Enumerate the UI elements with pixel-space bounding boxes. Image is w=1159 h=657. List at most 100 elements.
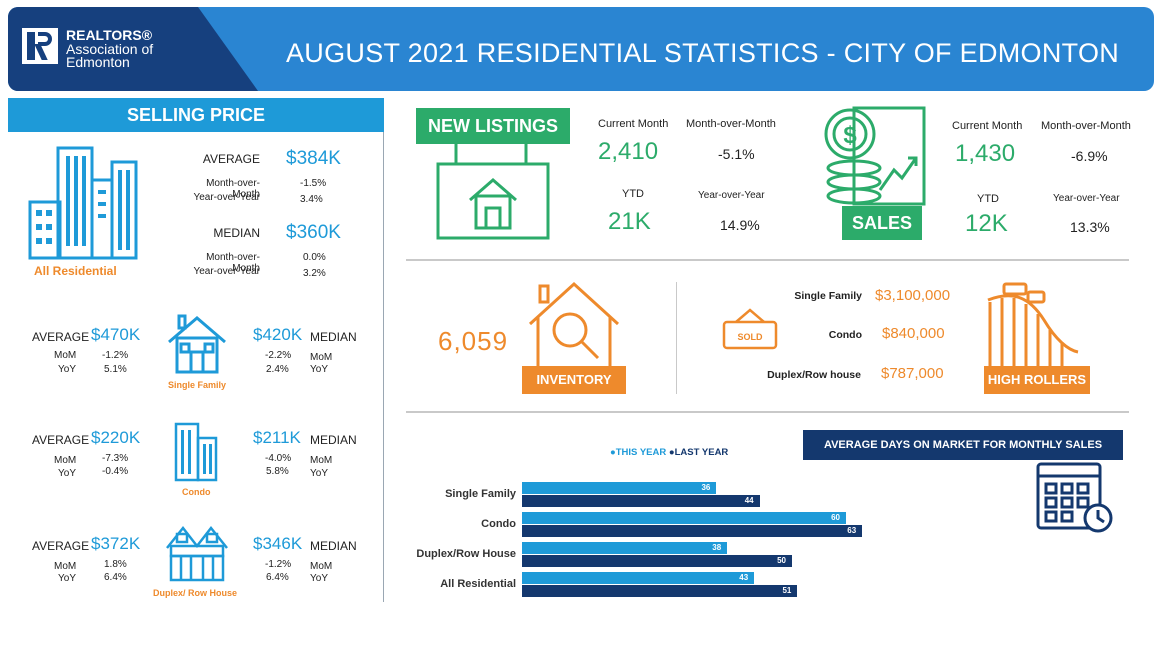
sf-median-value: $420K — [253, 325, 303, 344]
bar-value-label: 38 — [712, 543, 722, 552]
category-label: Single Family — [445, 488, 516, 500]
duplex-yoy-label: YoY — [58, 573, 76, 584]
nl-current-month-value: 2,410 — [598, 138, 659, 165]
duplex-med-mom: -1.2% — [265, 559, 292, 570]
condo-average-label: AVERAGE — [32, 433, 90, 447]
all-residential-label: All Residential — [34, 264, 117, 278]
ar-average-value: $384K — [286, 148, 341, 169]
inventory-divider — [676, 282, 677, 394]
nl-ytd-label: YTD — [622, 188, 644, 200]
bar-this-year — [522, 542, 728, 554]
duplex-median-value: $346K — [253, 534, 303, 553]
condo-med-yoy-label: YoY — [310, 468, 328, 479]
ar-avg-mom-value: -1.5% — [300, 178, 327, 189]
logo-line-2: Association of — [66, 41, 154, 57]
hr-price-3: $787,000 — [881, 365, 944, 382]
condo-med-yoy: 5.8% — [266, 466, 289, 477]
hr-type-1: Single Family — [794, 290, 862, 302]
sf-yoy-label: YoY — [58, 364, 76, 375]
divider-middle — [406, 411, 1129, 413]
sf-type-label: Single Family — [168, 380, 227, 390]
duplex-avg-mom: 1.8% — [104, 559, 127, 570]
condo-med-mom: -4.0% — [265, 453, 292, 464]
bar-value-label: 36 — [701, 483, 711, 492]
apartment-buildings-icon — [28, 146, 138, 260]
duplex-med-yoy-label: YoY — [310, 573, 328, 584]
condo-yoy-label: YoY — [58, 468, 76, 479]
ar-avg-mom-label: Month-over-Month — [206, 178, 260, 200]
sales-current-month-label: Current Month — [952, 120, 1023, 132]
sf-avg-mom: -1.2% — [102, 350, 129, 361]
duplex-med-mom-label: MoM — [310, 561, 333, 572]
bar-value-label: 51 — [782, 586, 792, 595]
sold-sign-text: SOLD — [737, 332, 763, 342]
sf-med-yoy: 2.4% — [266, 364, 289, 375]
hr-price-1: $3,100,000 — [875, 287, 951, 304]
listing-sign-icon — [436, 144, 550, 240]
single-family-house-icon — [168, 314, 226, 374]
condo-type-label: Condo — [182, 487, 211, 497]
sales-yoy-value: 13.3% — [1070, 219, 1110, 235]
sales-yoy-label: Year-over-Year — [1053, 193, 1120, 204]
realtors-logo-icon — [22, 28, 58, 64]
condo-med-mom-label: MoM — [310, 455, 333, 466]
ar-med-yoy-label: Year-over-Year — [193, 266, 260, 277]
high-rollers-label: HIGH ROLLERS — [984, 366, 1090, 394]
ar-median-label: MEDIAN — [213, 226, 260, 240]
duplex-mom-label: MoM — [54, 561, 77, 572]
bar-last-year — [522, 525, 863, 537]
condo-avg-yoy: -0.4% — [102, 466, 129, 477]
sf-average-label: AVERAGE — [32, 330, 90, 344]
duplex-type-label: Duplex/ Row House — [153, 588, 238, 598]
bar-value-label: 50 — [777, 556, 786, 565]
bar-this-year — [522, 512, 846, 524]
divider-top — [406, 259, 1129, 261]
duplex-med-yoy: 6.4% — [266, 572, 289, 583]
sales-ytd-value: 12K — [965, 210, 1008, 237]
selling-price-heading: SELLING PRICE — [8, 98, 384, 132]
sf-average-value: $470K — [91, 325, 141, 344]
roller-coaster-icon — [987, 282, 1079, 366]
duplex-median-label: MEDIAN — [310, 539, 357, 553]
ar-average-label: AVERAGE — [202, 152, 260, 166]
house-search-icon — [528, 281, 620, 368]
selling-price-divider — [383, 132, 384, 602]
sf-median-label: MEDIAN — [310, 330, 357, 344]
page-title: AUGUST 2021 RESIDENTIAL STATISTICS - CIT… — [286, 38, 1120, 68]
category-label: All Residential — [440, 578, 516, 590]
bar-last-year — [522, 555, 792, 567]
condo-median-value: $211K — [253, 428, 301, 447]
condo-average-value: $220K — [91, 428, 141, 447]
inventory-label: INVENTORY — [522, 366, 626, 394]
condo-median-label: MEDIAN — [310, 433, 357, 447]
sales-mom-label: Month-over-Month — [1041, 120, 1131, 132]
new-listings-heading: NEW LISTINGS — [416, 108, 570, 144]
duplex-avg-yoy: 6.4% — [104, 572, 127, 583]
duplex-row-house-icon — [166, 525, 228, 582]
sales-current-month-value: 1,430 — [955, 140, 1016, 167]
bar-last-year — [522, 585, 798, 597]
condo-mom-label: MoM — [54, 455, 77, 466]
duplex-average-label: AVERAGE — [32, 539, 90, 553]
calendar-clock-icon — [1036, 462, 1113, 533]
logo-line-1: REALTORS® — [66, 27, 153, 43]
ar-med-yoy-value: 3.2% — [303, 268, 326, 279]
inventory-value: 6,059 — [438, 326, 509, 356]
svg-text:$: $ — [843, 122, 857, 149]
nl-yoy-value: 14.9% — [720, 217, 760, 233]
nl-mom-label: Month-over-Month — [686, 118, 776, 130]
bar-last-year — [522, 495, 760, 507]
logo-line-3: Edmonton — [66, 54, 130, 70]
chart-legend: ●THIS YEAR ●LAST YEAR — [610, 447, 728, 458]
nl-yoy-label: Year-over-Year — [698, 190, 765, 201]
sales-mom-value: -6.9% — [1071, 148, 1108, 164]
ar-median-value: $360K — [286, 222, 341, 243]
ar-avg-yoy-value: 3.4% — [300, 194, 323, 205]
bar-value-label: 63 — [847, 526, 857, 535]
sf-avg-yoy: 5.1% — [104, 364, 127, 375]
bar-this-year — [522, 482, 717, 494]
hr-price-2: $840,000 — [882, 325, 945, 342]
nl-mom-value: -5.1% — [718, 146, 755, 162]
sf-med-mom-label: MoM — [310, 352, 333, 363]
category-label: Condo — [481, 518, 516, 530]
